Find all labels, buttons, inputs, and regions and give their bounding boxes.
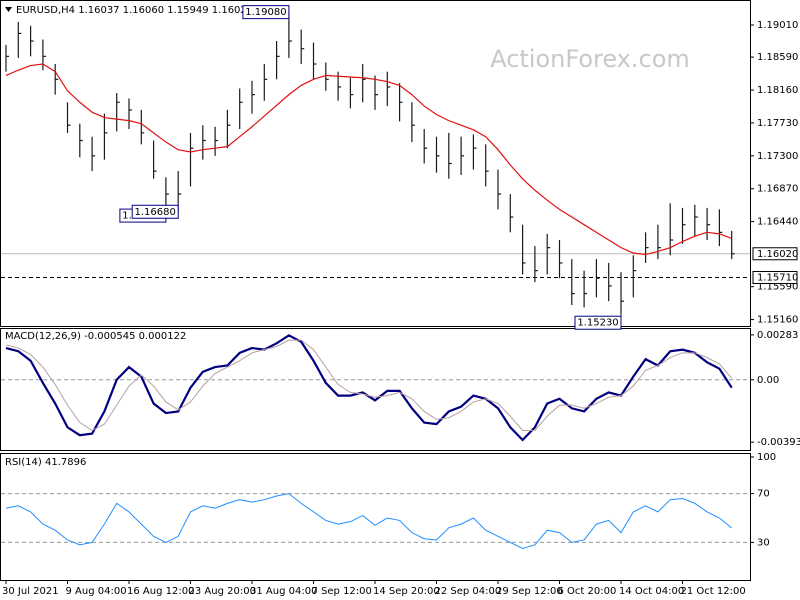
x-tick-label: 31 Aug 04:00 [250,586,317,597]
y-tick-label: 1.17730 [757,118,798,129]
x-tick-label: 14 Sep 20:00 [373,586,440,597]
x-tick-label: 29 Sep 12:00 [496,586,563,597]
indicator-line [5,334,733,442]
watermark: ActionForex.com [490,45,690,73]
y-tick-label: 1.15160 [757,315,798,326]
indicator-line [5,339,733,432]
macd-pane [0,328,751,451]
y-tick-label: 30 [757,537,770,548]
price-line-label: 1.15710 [757,272,798,283]
price-title: EURUSD,H4 1.16037 1.16060 1.15949 1.1602… [16,5,253,16]
x-tick-label: 23 Aug 20:00 [189,586,256,597]
annotation-label: 1.19080 [245,7,286,18]
y-tick-label: 1.18160 [757,85,798,96]
y-tick-label: 1.16440 [757,217,798,228]
price-pane [0,0,751,327]
x-tick-label: 14 Oct 04:00 [619,586,684,597]
x-tick-label: 22 Sep 04:00 [435,586,502,597]
rsi-title: RSI(14) 41.7896 [5,457,86,468]
x-tick-label: 16 Aug 12:00 [127,586,194,597]
annotation-label: 1.15230 [577,318,618,329]
y-tick-label: 70 [757,489,770,500]
price-line-box [752,247,798,261]
annotation-label: 1.16680 [135,207,176,218]
y-tick-label: 1.17300 [757,151,798,162]
y-tick-label: 1.15590 [757,282,798,293]
x-tick-label: 21 Oct 12:00 [681,586,746,597]
y-tick-label: 0.00 [757,375,779,386]
x-tick-label: 7 Sep 12:00 [312,586,372,597]
moving-average [5,63,732,256]
indicator-line [5,493,733,550]
y-tick-label: 1.16870 [757,184,798,195]
rsi-pane [0,453,751,581]
annotation-box [242,5,290,20]
y-tick-label: 1.19010 [757,20,798,31]
x-tick-label: 9 Aug 04:00 [66,586,127,597]
macd-title: MACD(12,26,9) -0.000545 0.000122 [5,331,186,342]
annotation-box [574,315,622,330]
y-tick-label: 100 [757,452,776,463]
price-line-box [752,270,798,284]
y-tick-label: 0.00283 [757,330,798,341]
x-tick-label: 6 Oct 20:00 [558,586,617,597]
y-tick-label: -0.003939 [757,437,800,448]
menu-icon [5,7,12,12]
x-tick-label: 30 Jul 2021 [2,586,59,597]
annotation-box [131,204,179,219]
y-tick-label: 1.18590 [757,52,798,63]
price-line-label: 1.16020 [757,249,798,260]
